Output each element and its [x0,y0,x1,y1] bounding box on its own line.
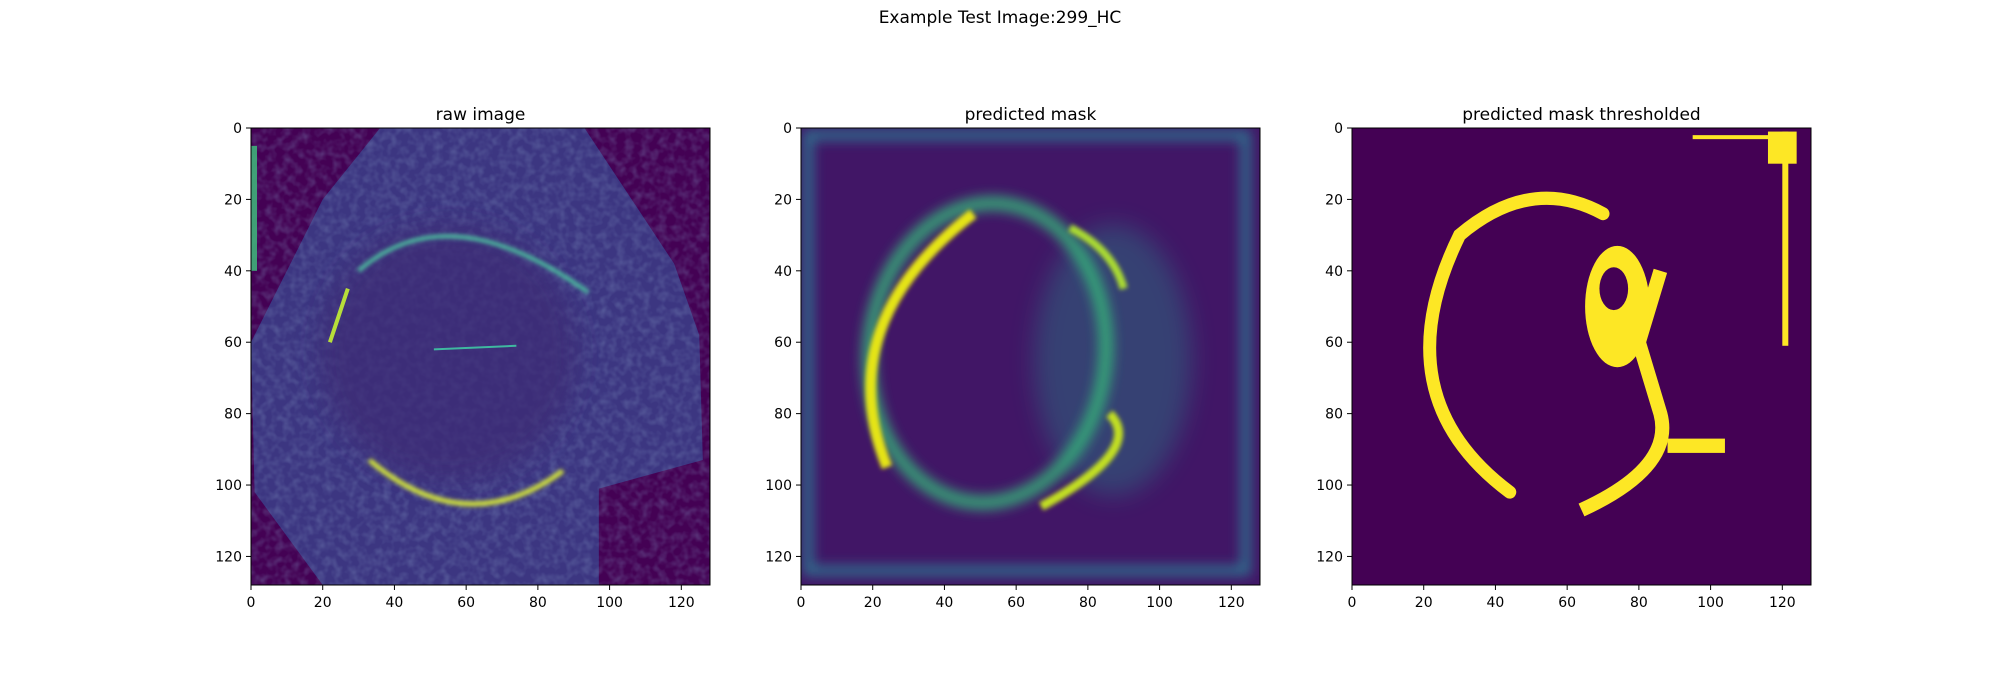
x-tick-label: 40 [936,595,954,611]
x-tick-label: 120 [668,595,695,611]
scale-strip [251,145,257,271]
x-tick-label: 120 [1218,595,1245,611]
axes-frame [800,127,1261,586]
y-tick-label: 20 [1325,192,1343,208]
mask-border-artifact-right [1782,131,1789,346]
y-tick-label: 100 [215,478,242,494]
y-tick-label: 120 [1316,549,1343,565]
y-tick-label: 20 [224,192,242,208]
mask-corner-blob [1767,131,1797,164]
mask-arc-right [1578,268,1670,517]
y-tick-label: 0 [1334,121,1343,137]
midline-echo [433,344,517,351]
x-tick-label: 40 [1487,595,1505,611]
y-tick-label: 60 [774,335,792,351]
figure-suptitle: Example Test Image:299_HC [878,8,1122,28]
bright-reflection [327,288,350,343]
panel-title: predicted mask thresholded [1462,105,1700,125]
x-tick-label: 60 [1558,595,1576,611]
x-tick-label: 60 [457,595,475,611]
heatmap-image [1352,128,1811,585]
panel-predicted-mask: predicted mask 0 20 40 60 80 100 120 0 20 40 60 80 10… [765,105,1261,611]
x-tick-label: 120 [1769,595,1796,611]
y-tick-label: 60 [224,335,242,351]
x-tick-label: 20 [314,595,332,611]
y-tick-label: 0 [233,121,242,137]
x-tick-label: 0 [247,595,256,611]
panel-title: raw image [436,105,526,125]
y-tick-label: 100 [1316,478,1343,494]
y-tick-label: 80 [224,407,242,423]
x-tick-label: 60 [1007,595,1025,611]
y-tick-label: 40 [224,264,242,280]
predicted-contour [861,196,1114,510]
y-tick-label: 20 [774,192,792,208]
x-tick-label: 0 [1348,595,1357,611]
y-tick-label: 80 [774,407,792,423]
axes-frame [250,127,711,586]
skull-arc-bottom [367,458,565,507]
y-tick-label: 80 [1325,407,1343,423]
y-tick-label: 120 [215,549,242,565]
heatmap-image [801,128,1260,585]
heatmap-image [251,128,710,585]
panel-title: predicted mask [965,105,1097,125]
y-tick-label: 100 [765,478,792,494]
border-response [803,130,1251,576]
x-tick-label: 20 [864,595,882,611]
x-tick-label: 80 [1630,595,1648,611]
y-tick-label: 40 [1325,264,1343,280]
y-tick-label: 40 [774,264,792,280]
image-background [1352,128,1811,585]
x-tick-label: 0 [797,595,806,611]
x-tick-label: 20 [1415,595,1433,611]
contour-bright-left [865,209,977,470]
panel-predicted-mask-thresholded: predicted mask thresholded 0 20 40 60 80 100 12… [1316,105,1812,611]
x-tick-label: 100 [1146,595,1173,611]
panel-raw-image: raw image 0 20 40 60 80 100 120 0 20 40 60 80 100 120 [215,105,711,611]
mask-speck [1667,438,1725,453]
skull-arc-top [357,234,590,294]
axes-frame [1351,127,1812,586]
mask-border-artifact-top [1692,135,1772,140]
x-tick-label: 100 [596,595,623,611]
x-tick-label: 40 [386,595,404,611]
x-tick-label: 80 [1079,595,1097,611]
y-tick-label: 0 [783,121,792,137]
mask-arc-left [1423,191,1610,499]
y-tick-label: 60 [1325,335,1343,351]
y-tick-label: 120 [765,549,792,565]
x-tick-label: 80 [529,595,547,611]
contour-bright-bottom [1039,410,1123,511]
contour-bright-right [1068,224,1128,290]
x-tick-label: 100 [1697,595,1724,611]
